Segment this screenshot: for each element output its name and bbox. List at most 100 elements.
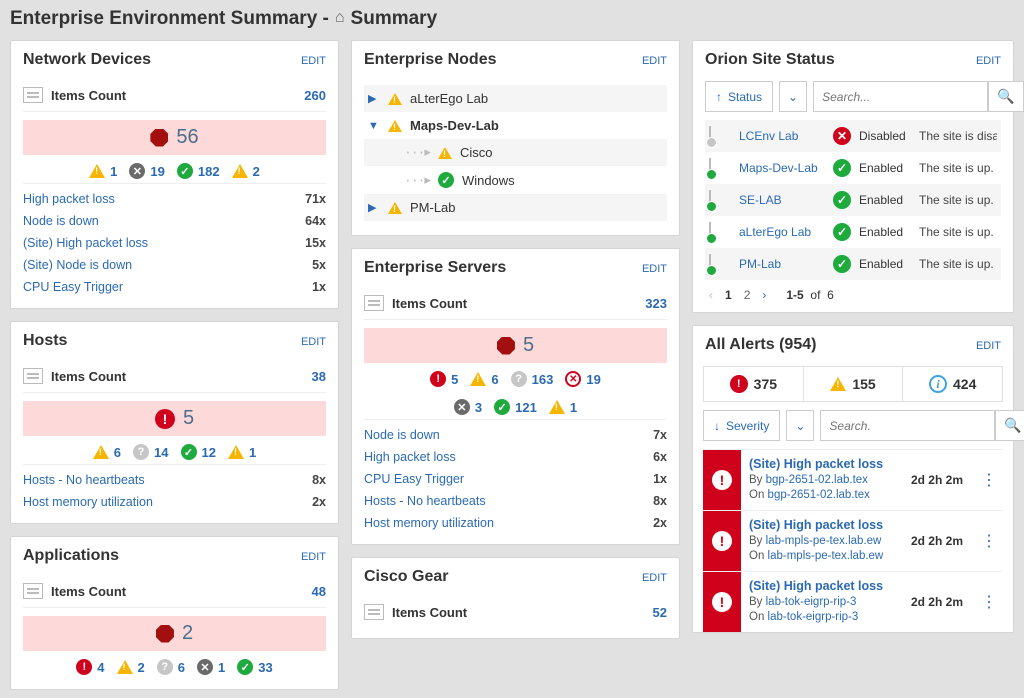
alert-title[interactable]: (Site) High packet loss (749, 517, 903, 534)
alert-by-link[interactable]: lab-tok-eigrp-rip-3 (766, 596, 857, 608)
site-name[interactable]: aLterEgo Lab (739, 225, 825, 239)
warning-icon (388, 120, 402, 132)
ok-icon: ✓ (438, 172, 454, 188)
critical-band[interactable]: ! 5 (23, 401, 326, 436)
alert-link[interactable]: Host memory utilization (364, 516, 494, 530)
sort-dropdown[interactable]: ⌄ (779, 81, 807, 112)
search-button[interactable]: 🔍 (988, 81, 1023, 112)
alert-link[interactable]: CPU Easy Trigger (364, 472, 464, 486)
stat-unk[interactable]: ?14 (133, 444, 168, 460)
critical-band[interactable]: 56 (23, 120, 326, 155)
summary-info[interactable]: i424 (903, 367, 1002, 401)
sort-button[interactable]: ↓Severity (703, 410, 780, 441)
stat-warn2[interactable]: 1 (549, 400, 577, 415)
sort-dropdown[interactable]: ⌄ (786, 410, 814, 441)
alert-on-link[interactable]: lab-mpls-pe-tex.lab.ew (768, 550, 884, 562)
site-row[interactable]: Maps-Dev-Lab✓EnabledThe site is up. (705, 152, 1001, 184)
stat-dark[interactable]: ✕3 (454, 399, 482, 415)
summary-warning[interactable]: 155 (804, 367, 904, 401)
search-input[interactable] (813, 81, 988, 112)
stat-warn[interactable]: 2 (117, 660, 145, 675)
edit-link[interactable]: EDIT (301, 336, 326, 348)
page-1[interactable]: 1 (725, 288, 732, 302)
critical-band[interactable]: 5 (364, 328, 667, 363)
site-name[interactable]: PM-Lab (739, 257, 825, 271)
site-row[interactable]: aLterEgo Lab✓EnabledThe site is up. (705, 216, 1001, 248)
stat-ok[interactable]: ✓121 (494, 399, 537, 415)
alert-by-link[interactable]: lab-mpls-pe-tex.lab.ew (766, 535, 882, 547)
items-count-value[interactable]: 52 (653, 605, 667, 620)
stat-warn2[interactable]: 1 (228, 445, 256, 460)
items-count-value[interactable]: 323 (645, 296, 667, 311)
tree-node[interactable]: ▼ Maps-Dev-Lab (364, 112, 667, 139)
edit-link[interactable]: EDIT (976, 340, 1001, 352)
stat-warn[interactable]: 1 (89, 164, 117, 179)
alert-link[interactable]: Hosts - No heartbeats (23, 473, 145, 487)
alert-menu-button[interactable]: ⋮ (975, 592, 1003, 612)
alert-link[interactable]: Hosts - No heartbeats (364, 494, 486, 508)
alert-link[interactable]: High packet loss (364, 450, 456, 464)
critical-band[interactable]: 2 (23, 616, 326, 651)
site-row[interactable]: LCEnv Lab✕DisabledThe site is disabled. (705, 120, 1001, 152)
site-name[interactable]: LCEnv Lab (739, 129, 825, 143)
search-button[interactable]: 🔍 (995, 410, 1024, 441)
items-count-value[interactable]: 38 (312, 369, 326, 384)
expand-icon[interactable]: ▶ (368, 201, 380, 214)
items-count-value[interactable]: 48 (312, 584, 326, 599)
tree-node[interactable]: ···▸ ✓ Windows (364, 166, 667, 194)
alert-title[interactable]: (Site) High packet loss (749, 456, 903, 473)
expand-icon[interactable]: ▶ (368, 92, 380, 105)
alert-by-link[interactable]: bgp-2651-02.lab.tex (766, 474, 868, 486)
stat-crit[interactable]: !5 (430, 371, 458, 387)
site-name[interactable]: SE-LAB (739, 193, 825, 207)
alert-title[interactable]: (Site) High packet loss (749, 578, 903, 595)
alert-by: By lab-mpls-pe-tex.lab.ew (749, 534, 903, 550)
stat-warn[interactable]: 6 (470, 372, 498, 387)
edit-link[interactable]: EDIT (642, 263, 667, 275)
alert-link[interactable]: Node is down (364, 428, 440, 442)
stat-unk[interactable]: ?6 (157, 659, 185, 675)
edit-link[interactable]: EDIT (976, 55, 1001, 67)
site-name[interactable]: Maps-Dev-Lab (739, 161, 825, 175)
stat-ok[interactable]: ✓12 (181, 444, 216, 460)
alert-link[interactable]: High packet loss (23, 192, 115, 206)
stat-dark[interactable]: ✕1 (197, 659, 225, 675)
alert-link[interactable]: (Site) High packet loss (23, 236, 148, 250)
prev-page[interactable]: ‹ (709, 288, 713, 302)
edit-link[interactable]: EDIT (301, 551, 326, 563)
stat-unk[interactable]: ?163 (511, 371, 554, 387)
page-2[interactable]: 2 (744, 288, 751, 302)
summary-critical[interactable]: !375 (704, 367, 804, 401)
edit-link[interactable]: EDIT (301, 55, 326, 67)
alert-menu-button[interactable]: ⋮ (975, 470, 1003, 490)
stat-ok[interactable]: ✓182 (177, 163, 220, 179)
stat-dark[interactable]: ✕19 (129, 163, 164, 179)
next-page[interactable]: › (762, 288, 766, 302)
stat-xcirc[interactable]: ✕19 (565, 371, 600, 387)
alert-on-link[interactable]: lab-tok-eigrp-rip-3 (768, 611, 859, 623)
tree-node[interactable]: ▶ aLterEgo Lab (364, 85, 667, 112)
site-row[interactable]: SE-LAB✓EnabledThe site is up. (705, 184, 1001, 216)
alert-link[interactable]: Host memory utilization (23, 495, 153, 509)
site-row[interactable]: PM-Lab✓EnabledThe site is up. (705, 248, 1001, 280)
alert-link[interactable]: CPU Easy Trigger (23, 280, 123, 294)
panel-title: Network Devices (23, 51, 151, 69)
ok-icon: ✓ (181, 444, 197, 460)
alert-on-link[interactable]: bgp-2651-02.lab.tex (768, 489, 870, 501)
stat-ok[interactable]: ✓33 (237, 659, 272, 675)
alert-menu-button[interactable]: ⋮ (975, 531, 1003, 551)
edit-link[interactable]: EDIT (642, 572, 667, 584)
items-count-value[interactable]: 260 (304, 88, 326, 103)
tree-node[interactable]: ▶ PM-Lab (364, 194, 667, 221)
sort-button[interactable]: ↑Status (705, 81, 773, 112)
alert-link[interactable]: (Site) Node is down (23, 258, 132, 272)
stat-warn2[interactable]: 2 (232, 164, 260, 179)
stat-crit[interactable]: !4 (76, 659, 104, 675)
edit-link[interactable]: EDIT (642, 55, 667, 67)
panel-title: All Alerts (954) (705, 336, 816, 354)
collapse-icon[interactable]: ▼ (368, 120, 380, 132)
search-input[interactable] (820, 410, 995, 441)
alert-link[interactable]: Node is down (23, 214, 99, 228)
stat-warn[interactable]: 6 (93, 445, 121, 460)
tree-node[interactable]: ···▸ Cisco (364, 139, 667, 166)
